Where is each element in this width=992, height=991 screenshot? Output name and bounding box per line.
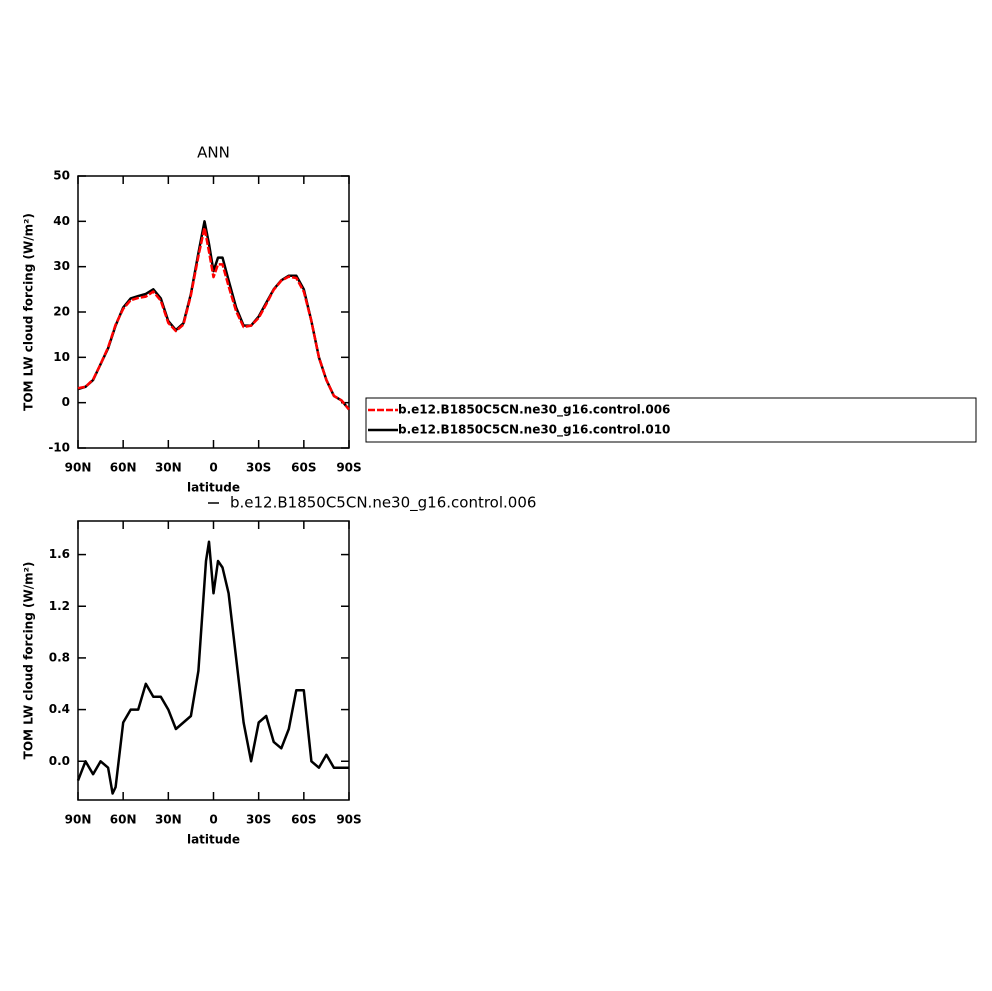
x-tick-label: 60N: [110, 813, 137, 827]
x-tick-label: 90S: [336, 461, 361, 475]
y-tick-label: 1.6: [49, 547, 70, 561]
x-tick-label: 30S: [246, 461, 271, 475]
y-axis-label: TOM LW cloud forcing (W/m²): [22, 562, 36, 760]
x-tick-label: 30N: [155, 461, 182, 475]
y-tick-label: 50: [53, 169, 70, 183]
x-tick-label: 0: [209, 461, 217, 475]
x-axis-label: latitude: [187, 833, 240, 847]
x-tick-label: 90S: [336, 813, 361, 827]
x-tick-label: 60S: [291, 461, 316, 475]
y-tick-label: 20: [53, 305, 70, 319]
y-tick-label: 0.8: [49, 650, 70, 664]
x-tick-label: 60N: [110, 461, 137, 475]
x-tick-label: 90N: [65, 461, 92, 475]
legend-label: b.e12.B1850C5CN.ne30_g16.control.010: [398, 423, 670, 438]
y-axis-label: TOM LW cloud forcing (W/m²): [22, 213, 36, 411]
chart-title: ANN: [197, 144, 230, 162]
legend-box: [365, 397, 977, 443]
y-tick-label: 0.0: [49, 754, 70, 768]
y-tick-label: 0: [62, 395, 70, 409]
x-tick-label: 30S: [246, 813, 271, 827]
x-tick-label: 0: [209, 813, 217, 827]
data-line: [77, 226, 350, 411]
y-tick-label: -10: [48, 441, 70, 455]
data-line: [77, 220, 350, 411]
y-tick-label: 10: [53, 350, 70, 364]
legend-label: b.e12.B1850C5CN.ne30_g16.control.006: [398, 403, 670, 418]
data-line: [76, 540, 349, 795]
y-tick-label: 30: [53, 259, 70, 273]
x-tick-label: 90N: [65, 813, 92, 827]
y-tick-label: 0.4: [49, 702, 70, 716]
x-tick-label: 30N: [155, 813, 182, 827]
y-tick-label: 1.2: [49, 599, 70, 613]
y-tick-label: 40: [53, 214, 70, 228]
x-tick-label: 60S: [291, 813, 316, 827]
x-axis-label: latitude: [187, 481, 240, 495]
legend-label: b.e12.B1850C5CN.ne30_g16.control.006: [230, 494, 536, 513]
